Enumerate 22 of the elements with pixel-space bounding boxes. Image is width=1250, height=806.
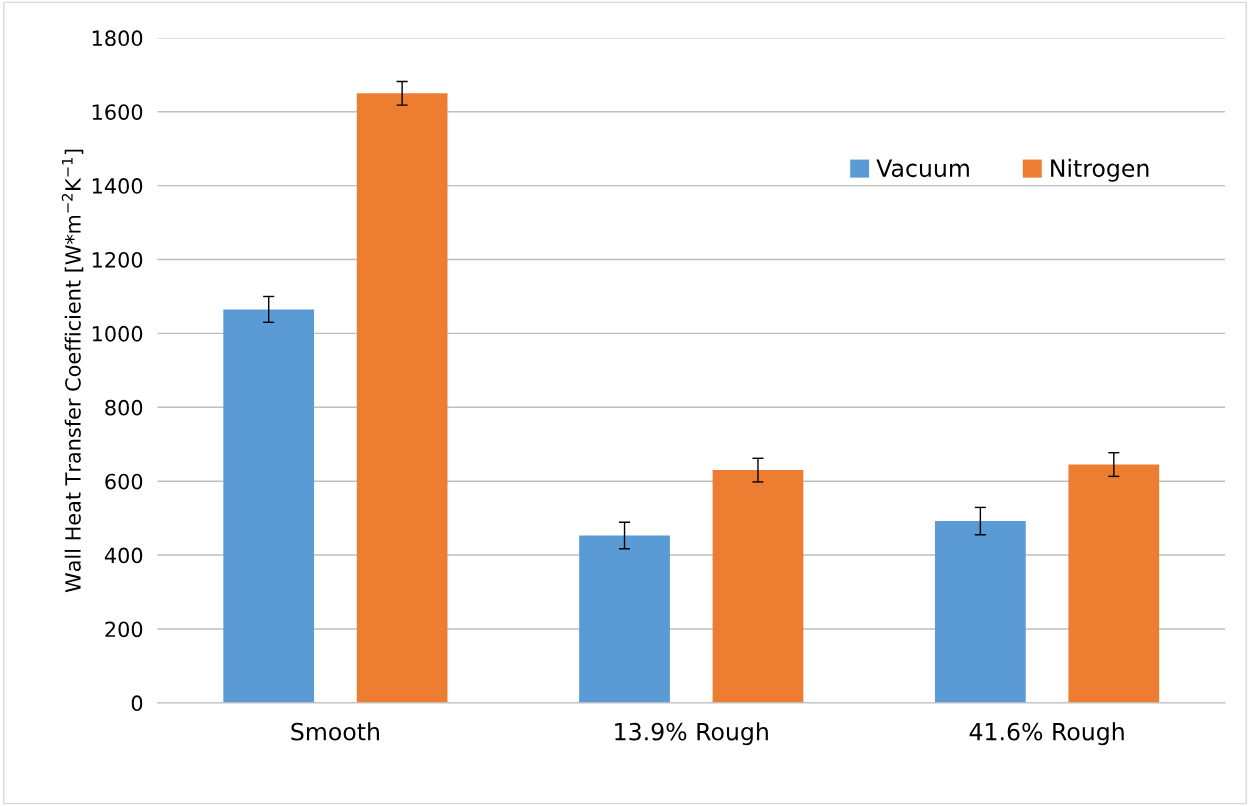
x-tick-label: 13.9% Rough <box>615 722 768 746</box>
x-tick-label: Smooth <box>291 722 379 741</box>
y-tick-label: 800 <box>105 399 143 416</box>
bar <box>356 93 448 703</box>
y-tick-label: 0 <box>131 695 143 712</box>
bar <box>223 309 315 703</box>
y-tick-label: 400 <box>104 547 143 564</box>
y-tick-label: 1200 <box>92 251 143 268</box>
legend-label: Nitrogen <box>1051 158 1149 182</box>
legend-label: Vacuum <box>876 159 969 178</box>
bar <box>579 535 670 703</box>
bar <box>1068 464 1160 703</box>
bar <box>935 521 1026 703</box>
y-tick-label: 1000 <box>92 325 143 342</box>
x-tick-label: 41.6% Rough <box>969 722 1124 746</box>
y-tick-label: 200 <box>105 621 143 638</box>
y-tick-label: 600 <box>105 473 143 490</box>
bar <box>712 470 804 703</box>
y-axis-title: Wall Heat Transfer Coefficient [W*m$^{−2}$K$^{−1}$] <box>61 149 84 593</box>
y-tick-label: 1600 <box>92 104 143 120</box>
y-tick-label: 1800 <box>92 30 143 47</box>
y-tick-label: 1400 <box>92 178 143 194</box>
